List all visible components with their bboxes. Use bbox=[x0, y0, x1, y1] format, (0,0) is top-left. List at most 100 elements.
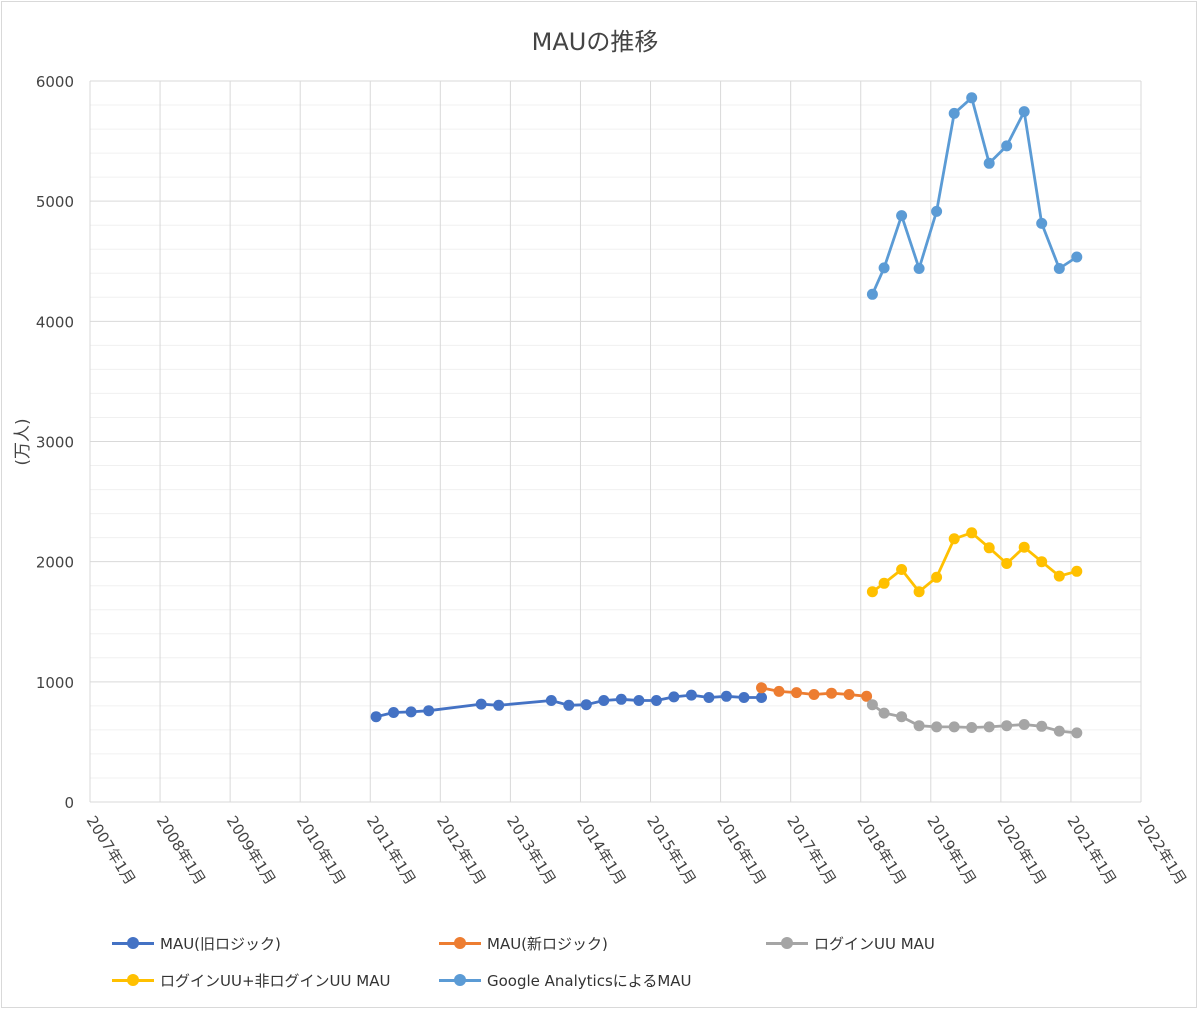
x-tick-label: 2007年1月 bbox=[83, 813, 139, 888]
minor-gridlines bbox=[90, 104, 1141, 779]
legend-label: ログインUU+非ログインUU MAU bbox=[160, 971, 391, 990]
data-point[interactable] bbox=[896, 564, 908, 575]
y-tick-label: 1000 bbox=[36, 674, 74, 692]
data-point[interactable] bbox=[1053, 263, 1065, 274]
x-tick-label: 2020年1月 bbox=[993, 813, 1049, 888]
legend-item-login-uu[interactable]: ログインUU MAU bbox=[764, 931, 935, 955]
x-tick-label: 2011年1月 bbox=[363, 813, 419, 888]
data-point[interactable] bbox=[1018, 541, 1030, 553]
legend-swatch bbox=[764, 931, 810, 955]
data-point[interactable] bbox=[966, 92, 978, 104]
data-point[interactable] bbox=[1001, 140, 1013, 152]
data-point[interactable] bbox=[896, 210, 908, 222]
data-point[interactable] bbox=[580, 699, 592, 711]
data-point[interactable] bbox=[633, 695, 645, 706]
data-point[interactable] bbox=[808, 689, 820, 700]
y-tick-label: 6000 bbox=[36, 73, 74, 91]
data-point[interactable] bbox=[931, 571, 943, 583]
data-point[interactable] bbox=[1036, 217, 1048, 229]
y-axis-ticks: 0 1000 2000 3000 4000 5000 6000 bbox=[36, 73, 74, 812]
data-point[interactable] bbox=[475, 698, 487, 710]
data-point[interactable] bbox=[685, 689, 697, 701]
data-point[interactable] bbox=[598, 695, 610, 706]
data-point[interactable] bbox=[861, 690, 873, 702]
data-point[interactable] bbox=[983, 157, 995, 169]
data-point[interactable] bbox=[948, 107, 960, 119]
data-point[interactable] bbox=[756, 692, 767, 703]
data-point[interactable] bbox=[1018, 106, 1030, 118]
major-gridlines bbox=[89, 80, 1142, 803]
data-point[interactable] bbox=[913, 586, 925, 598]
data-point[interactable] bbox=[1071, 727, 1083, 739]
data-point[interactable] bbox=[756, 682, 767, 694]
legend-item-login-nonlogin-uu[interactable]: ログインUU+非ログインUU MAU bbox=[110, 968, 390, 992]
y-tick-label: 4000 bbox=[36, 313, 74, 331]
data-point[interactable] bbox=[650, 695, 662, 706]
data-point[interactable] bbox=[563, 699, 575, 711]
y-tick-label: 5000 bbox=[36, 193, 74, 211]
x-tick-label: 2014年1月 bbox=[573, 813, 629, 888]
data-point[interactable] bbox=[913, 263, 925, 274]
data-point[interactable] bbox=[948, 533, 960, 545]
data-point[interactable] bbox=[493, 699, 505, 711]
data-point[interactable] bbox=[1053, 570, 1065, 582]
data-point[interactable] bbox=[1071, 565, 1083, 577]
data-point[interactable] bbox=[668, 691, 680, 703]
data-point[interactable] bbox=[948, 721, 960, 733]
data-point[interactable] bbox=[1018, 719, 1030, 730]
series-1 bbox=[756, 682, 873, 702]
data-point[interactable] bbox=[1053, 725, 1065, 737]
series-2 bbox=[866, 699, 1083, 739]
data-point[interactable] bbox=[866, 586, 878, 598]
data-point[interactable] bbox=[896, 711, 908, 723]
data-point[interactable] bbox=[913, 720, 925, 732]
legend-swatch bbox=[110, 968, 156, 992]
data-point[interactable] bbox=[866, 288, 878, 300]
data-point[interactable] bbox=[545, 695, 557, 706]
x-tick-label: 2018年1月 bbox=[853, 813, 909, 888]
x-tick-label: 2022年1月 bbox=[1134, 813, 1190, 888]
data-point[interactable] bbox=[866, 699, 878, 711]
x-tick-label: 2019年1月 bbox=[923, 813, 979, 888]
data-point[interactable] bbox=[966, 527, 978, 539]
legend-item-mau-new[interactable]: MAU(新ロジック) bbox=[437, 931, 608, 955]
data-point[interactable] bbox=[878, 577, 890, 589]
data-point[interactable] bbox=[738, 692, 750, 703]
legend-label: MAU(旧ロジック) bbox=[160, 934, 281, 953]
data-point[interactable] bbox=[615, 693, 627, 705]
data-point[interactable] bbox=[388, 707, 400, 718]
legend-item-google-analytics[interactable]: Google AnalyticsによるMAU bbox=[437, 968, 692, 992]
data-point[interactable] bbox=[791, 687, 802, 699]
y-axis-label: (万人) bbox=[13, 418, 33, 465]
data-point[interactable] bbox=[1036, 720, 1048, 732]
data-point[interactable] bbox=[878, 707, 890, 719]
legend-item-mau-old[interactable]: MAU(旧ロジック) bbox=[110, 931, 281, 955]
data-point[interactable] bbox=[843, 689, 855, 700]
data-point[interactable] bbox=[931, 721, 943, 733]
data-point[interactable] bbox=[703, 692, 715, 703]
data-point[interactable] bbox=[1036, 556, 1048, 568]
data-point[interactable] bbox=[370, 711, 382, 723]
series-line bbox=[871, 96, 1078, 295]
data-point[interactable] bbox=[1001, 558, 1013, 569]
x-tick-label: 2021年1月 bbox=[1064, 813, 1120, 888]
data-point[interactable] bbox=[826, 687, 837, 699]
data-point[interactable] bbox=[983, 542, 995, 554]
data-point[interactable] bbox=[1071, 251, 1083, 263]
data-point[interactable] bbox=[720, 690, 732, 702]
series-0 bbox=[370, 689, 767, 723]
data-point[interactable] bbox=[1001, 720, 1013, 732]
y-tick-label: 2000 bbox=[36, 554, 74, 572]
data-point[interactable] bbox=[983, 721, 995, 733]
x-tick-label: 2010年1月 bbox=[293, 813, 349, 888]
x-axis-ticks: 2007年1月 2008年1月 2009年1月 2010年1月 2011年1月 2012年… bbox=[83, 813, 1190, 888]
data-point[interactable] bbox=[966, 722, 978, 733]
data-point[interactable] bbox=[931, 205, 943, 217]
data-point[interactable] bbox=[405, 706, 417, 718]
data-point[interactable] bbox=[878, 262, 890, 274]
legend-swatch bbox=[110, 931, 156, 955]
data-point[interactable] bbox=[773, 685, 785, 697]
data-point[interactable] bbox=[423, 705, 435, 717]
